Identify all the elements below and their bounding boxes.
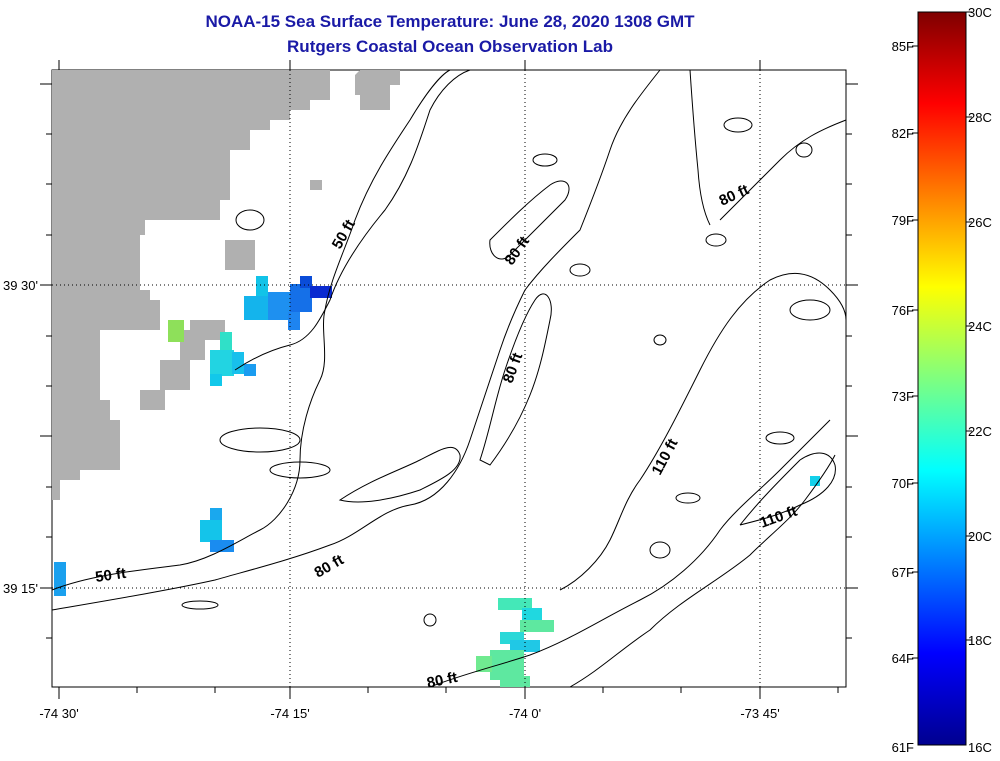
- y-tick-label: 39 30': [3, 278, 38, 293]
- map-title: NOAA-15 Sea Surface Temperature: June 28…: [205, 12, 695, 31]
- colorbar-c-label: 26C: [968, 215, 992, 230]
- land-island: [355, 70, 400, 110]
- colorbar-c-label: 28C: [968, 110, 992, 125]
- color-scale-ticks: [912, 11, 972, 659]
- colorbar-f-label: 61F: [892, 740, 914, 755]
- colorbar-c-label: 20C: [968, 529, 992, 544]
- land-mass: [52, 70, 330, 500]
- grid-lines: [52, 70, 846, 687]
- x-tick-label: -74 15': [270, 706, 309, 721]
- color-scale-bar: [917, 11, 967, 746]
- land-cape: [140, 320, 225, 410]
- x-tick-label: -73 45': [740, 706, 779, 721]
- x-tick-label: -74 30': [39, 706, 78, 721]
- colorbar-c-label: 22C: [968, 424, 992, 439]
- x-tick-label: -74 0': [509, 706, 541, 721]
- colorbar-c-label: 30C: [968, 5, 992, 20]
- land-patch: [225, 240, 255, 270]
- map-subtitle: Rutgers Coastal Ocean Observation Lab: [287, 37, 613, 56]
- y-tick-label: 39 15': [3, 581, 38, 596]
- sst-pixels: [54, 276, 820, 687]
- contour-label: 50 ft: [94, 565, 127, 586]
- colorbar-f-label: 67F: [892, 565, 914, 580]
- colorbar-c-label: 18C: [968, 633, 992, 648]
- axis-ticks: [40, 60, 858, 699]
- colorbar-c-label: 24C: [968, 319, 992, 334]
- bathymetry-contours: [51, 69, 847, 688]
- colorbar-c-label: 16C: [968, 740, 992, 755]
- colorbar-f-label: 79F: [892, 213, 914, 228]
- colorbar-f-label: 82F: [892, 126, 914, 141]
- colorbar-f-label: 76F: [892, 303, 914, 318]
- contour-label: 80 ft: [425, 669, 459, 692]
- colorbar-f-label: 73F: [892, 389, 914, 404]
- colorbar-f-label: 64F: [892, 651, 914, 666]
- colorbar-f-label: 70F: [892, 476, 914, 491]
- colorbar-f-label: 85F: [892, 39, 914, 54]
- land-patch: [310, 180, 322, 190]
